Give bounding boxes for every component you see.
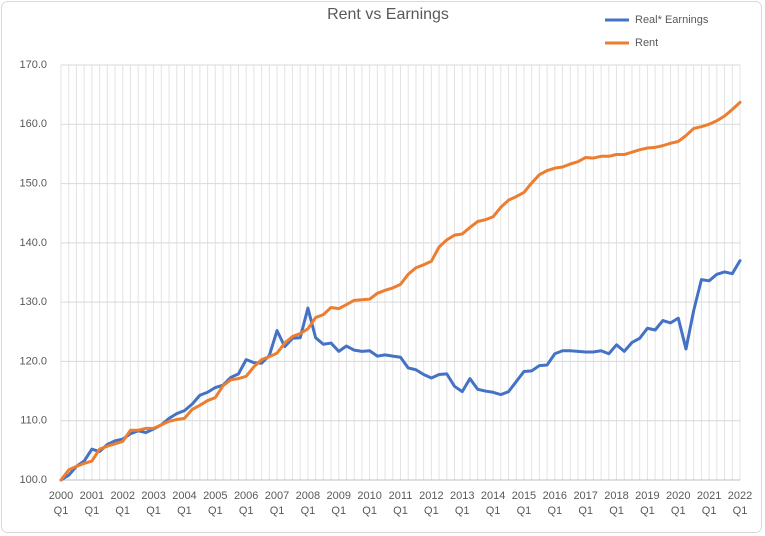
x-tick-label: 2020	[666, 490, 690, 502]
series-line	[59, 259, 742, 482]
x-tick-label: Q1	[424, 505, 439, 517]
x-tick-label: 2013	[450, 490, 474, 502]
x-tick-label: Q1	[517, 505, 532, 517]
x-tick-label: 2018	[604, 490, 628, 502]
x-tick-label: Q1	[455, 505, 470, 517]
x-tick-label: Q1	[640, 505, 655, 517]
x-tick-label: Q1	[239, 505, 254, 517]
y-tick-label: 150.0	[19, 177, 47, 189]
x-tick-label: 2002	[110, 490, 134, 502]
x-tick-label: Q1	[54, 505, 69, 517]
x-tick-label: Q1	[85, 505, 100, 517]
x-tick-label: Q1	[609, 505, 624, 517]
chart-title: Rent vs Earnings	[327, 6, 449, 23]
x-tick-label: 2016	[543, 490, 567, 502]
x-tick-label: 2001	[80, 490, 104, 502]
x-tick-label: Q1	[393, 505, 408, 517]
x-tick-label: Q1	[301, 505, 316, 517]
x-tick-label: Q1	[362, 505, 377, 517]
x-tick-label: 2000	[49, 490, 73, 502]
y-tick-label: 160.0	[19, 118, 47, 130]
x-tick-label: Q1	[671, 505, 686, 517]
series-line	[59, 100, 742, 482]
x-tick-label: 2022	[728, 490, 752, 502]
legend-label: Real* Earnings	[635, 14, 709, 26]
x-tick-label: 2021	[697, 490, 721, 502]
x-tick-label: 2015	[512, 490, 536, 502]
x-tick-label: Q1	[486, 505, 501, 517]
x-tick-label: 2005	[203, 490, 227, 502]
x-tick-label: Q1	[702, 505, 717, 517]
x-tick-label: 2009	[327, 490, 351, 502]
x-tick-label: Q1	[733, 505, 748, 517]
x-tick-label: Q1	[115, 505, 130, 517]
legend-label: Rent	[635, 37, 658, 49]
x-tick-label: 2017	[573, 490, 597, 502]
x-tick-label: Q1	[177, 505, 192, 517]
x-tick-label: 2014	[481, 490, 505, 502]
y-tick-label: 140.0	[19, 237, 47, 249]
x-tick-label: 2008	[296, 490, 320, 502]
y-tick-label: 170.0	[19, 59, 47, 71]
x-tick-label: Q1	[270, 505, 285, 517]
x-tick-label: Q1	[547, 505, 562, 517]
x-tick-label: 2003	[141, 490, 165, 502]
x-tick-label: 2004	[172, 490, 196, 502]
x-tick-label: 2012	[419, 490, 443, 502]
y-tick-label: 100.0	[19, 474, 47, 486]
y-tick-label: 130.0	[19, 296, 47, 308]
x-tick-label: 2010	[357, 490, 381, 502]
x-tick-label: 2011	[389, 490, 413, 502]
x-tick-label: Q1	[578, 505, 593, 517]
y-tick-label: 120.0	[19, 355, 47, 367]
x-tick-label: 2019	[635, 490, 659, 502]
y-tick-label: 110.0	[20, 415, 47, 427]
x-tick-label: Q1	[331, 505, 346, 517]
x-tick-label: 2006	[234, 490, 258, 502]
x-tick-label: Q1	[146, 505, 161, 517]
x-tick-label: 2007	[265, 490, 289, 502]
x-tick-label: Q1	[208, 505, 223, 517]
